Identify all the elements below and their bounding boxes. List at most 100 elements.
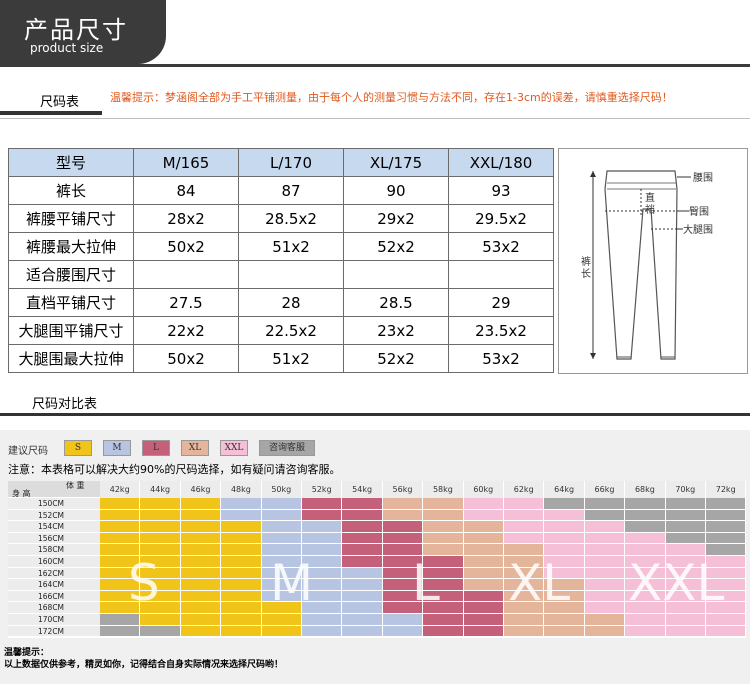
grid-cell-xl [463, 544, 504, 556]
size-table-cell: 87 [238, 176, 344, 205]
size-table-cell: 大腿围平铺尺寸 [8, 316, 134, 345]
grid-cell-xxl [665, 614, 706, 626]
grid-cell-s [180, 521, 222, 533]
grid-cell-l [382, 602, 424, 614]
grid-cell-s [261, 614, 302, 626]
grid-cell-xxl [463, 509, 504, 522]
grid-cell-xl [544, 590, 585, 603]
grid-cell-xxl [544, 532, 585, 545]
grid-cell-xxl [584, 521, 626, 533]
size-table-cell: 29 [448, 288, 554, 317]
size-table-row: 直档平铺尺寸 27.5 28 28.5 29 [8, 288, 554, 317]
grid-cell-xxl [625, 602, 666, 614]
grid-cell-xxl [463, 498, 504, 510]
grid-cell-xxl [665, 556, 706, 568]
weight-header: 48kg [221, 481, 262, 498]
size-table-row: 适合腰围尺寸 [8, 260, 554, 289]
grid-cell-s [140, 590, 181, 603]
weight-header: 72kg [706, 481, 747, 498]
height-label: 162CM [8, 567, 100, 580]
grid-cell-s [221, 579, 262, 591]
grid-cell-xl [544, 614, 585, 626]
grid-cell-xxl [706, 567, 747, 580]
overlay-size-s: S [128, 554, 160, 612]
grid-cell-s [221, 556, 262, 568]
grid-cell-g [665, 532, 706, 545]
grid-cell-m [382, 614, 424, 626]
grid-cell-xl [463, 567, 504, 580]
grid-cell-xxl [504, 509, 545, 522]
grid-cell-s [221, 614, 262, 626]
grid-cell-xxl [625, 567, 666, 580]
grid-cell-l [423, 556, 464, 568]
grid-cell-l [423, 614, 464, 626]
grid-cell-g [706, 532, 747, 545]
grid-cell-s [100, 567, 141, 580]
grid-cell-s [140, 532, 181, 545]
grid-cell-s [180, 590, 222, 603]
grid-cell-l [423, 567, 464, 580]
size-table-cell: 适合腰围尺寸 [8, 260, 134, 289]
grid-cell-m [261, 532, 302, 545]
size-table-heading: 尺码表 [40, 95, 80, 110]
grid-cell-s [100, 602, 141, 614]
grid-cell-xxl [625, 532, 666, 545]
grid-cell-s [221, 544, 262, 556]
size-table-cell: 23x2 [343, 316, 449, 345]
grid-cell-xl [423, 544, 464, 556]
grid-cell-xxl [504, 532, 545, 545]
grid-cell-xxl [544, 567, 585, 580]
overlay-size-xxl: XXL [628, 554, 725, 612]
grid-cell-m [342, 625, 383, 638]
weight-header: 62kg [504, 481, 545, 498]
grid-cell-l [342, 498, 383, 510]
grid-cell-l [342, 556, 383, 568]
size-table-cell: 裤长 [8, 176, 134, 205]
compare-heading: 尺码对比表 [32, 397, 98, 412]
legend-swatch-s: S [64, 440, 92, 456]
diagram-label-waist: 腰围 [693, 172, 713, 184]
size-table-row: 大腿围最大拉伸 50x2 51x2 52x2 53x2 [8, 344, 554, 373]
height-label: 168CM [8, 602, 100, 614]
grid-cell-s [180, 614, 222, 626]
grid-cell-l [342, 544, 383, 556]
grid-cell-s [140, 602, 181, 614]
height-label: 156CM [8, 532, 100, 545]
grid-cell-m [221, 509, 262, 522]
grid-cell-m [261, 556, 302, 568]
grid-cell-g [584, 498, 626, 510]
size-table-cell: 52x2 [343, 344, 449, 373]
grid-cell-s [180, 602, 222, 614]
grid-cell-l [463, 614, 504, 626]
size-table-cell: 50x2 [133, 344, 239, 373]
legend-swatch-xl: XL [181, 440, 209, 456]
grid-cell-xxl [544, 556, 585, 568]
size-table-cell: 53x2 [448, 232, 554, 261]
height-label: 150CM [8, 498, 100, 510]
grid-cell-xxl [544, 509, 585, 522]
grid-cell-l [302, 509, 343, 522]
grid-cell-g [706, 544, 747, 556]
grid-cell-xxl [584, 556, 626, 568]
size-table-cell: 23.5x2 [448, 316, 554, 345]
grid-cell-m [302, 625, 343, 638]
weight-header: 56kg [382, 481, 424, 498]
size-table-cell: 90 [343, 176, 449, 205]
grid-cell-m [302, 579, 343, 591]
grid-cell-m [382, 625, 424, 638]
size-table: 型号 M/165 L/170 XL/175 XXL/180 裤长 84 87 9… [8, 148, 554, 373]
size-table-cell: 裤腰平铺尺寸 [8, 204, 134, 233]
compare-note: 注意：本表格可以解决大约90%的尺码选择，如有疑问请咨询客服。 [8, 463, 341, 476]
grid-cell-m [261, 498, 302, 510]
size-table-row: 裤腰平铺尺寸 28x2 28.5x2 29x2 29.5x2 [8, 204, 554, 233]
grid-cell-l [342, 521, 383, 533]
weight-header: 54kg [342, 481, 383, 498]
grid-cell-xxl [665, 590, 706, 603]
size-table-header-row: 型号 M/165 L/170 XL/175 XXL/180 [8, 148, 554, 177]
grid-cell-s [140, 498, 181, 510]
size-table-cell: 22x2 [133, 316, 239, 345]
size-table-cell: 51x2 [238, 232, 344, 261]
size-table-cell: 22.5x2 [238, 316, 344, 345]
grid-cell-xxl [625, 544, 666, 556]
legend-label: 建议尺码 [8, 446, 48, 457]
